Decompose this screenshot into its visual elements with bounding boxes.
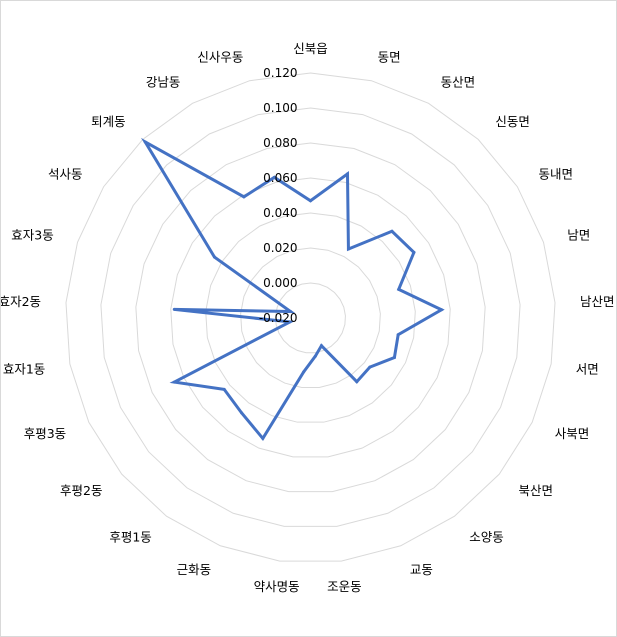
data-point-퇴계동 <box>143 140 147 144</box>
tick-label: 0.080 <box>263 136 297 150</box>
data-point-후평1동 <box>240 411 244 415</box>
category-label: 서면 <box>576 362 599 377</box>
data-point-강남동 <box>242 195 246 199</box>
data-point-신북읍 <box>309 199 312 203</box>
gridline-ring <box>275 282 346 354</box>
category-label: 효자2동 <box>1 294 41 309</box>
category-label: 남산면 <box>580 294 615 309</box>
data-point-소양동 <box>355 380 359 384</box>
gridline-ring <box>205 212 416 423</box>
data-point-동산면 <box>346 247 350 251</box>
category-label: 석사동 <box>48 166 83 181</box>
data-point-동면 <box>345 172 349 176</box>
category-label: 후평2동 <box>60 483 102 498</box>
category-label: 강남동 <box>146 74 181 89</box>
category-label: 동내면 <box>538 166 573 181</box>
category-label: 후평1동 <box>109 529 151 544</box>
data-point-근화동 <box>261 436 265 440</box>
data-point-서면 <box>396 333 400 337</box>
tick-label: 0.040 <box>263 206 297 220</box>
gridlines <box>65 72 556 562</box>
data-point-교동 <box>319 344 323 348</box>
series-layer <box>140 137 445 441</box>
data-point-효자1동 <box>288 320 292 324</box>
tick-label: 0.020 <box>263 241 297 255</box>
tick-label: 0.060 <box>263 171 297 185</box>
category-label: 근화동 <box>177 562 212 577</box>
data-point-석사동 <box>212 255 216 259</box>
data-point-북산면 <box>368 365 372 369</box>
data-point-약사명동 <box>302 370 306 374</box>
category-label: 효자1동 <box>3 362 45 377</box>
category-label: 동면 <box>378 49 401 64</box>
category-label: 후평3동 <box>24 426 66 441</box>
series-line <box>140 137 445 441</box>
category-label: 효자3동 <box>11 228 53 243</box>
category-label: 퇴계동 <box>91 114 126 129</box>
data-point-후평3동 <box>172 380 176 384</box>
tick-label: 0.100 <box>263 101 297 115</box>
gridline-ring <box>65 72 556 562</box>
category-label: 약사명동 <box>254 579 300 594</box>
category-label: 신사우동 <box>197 49 243 64</box>
category-label: 동산면 <box>441 74 476 89</box>
category-label: 남면 <box>567 228 590 243</box>
data-point-신사우동 <box>272 175 276 179</box>
category-label: 북산면 <box>519 483 554 498</box>
data-point-사북면 <box>392 355 396 359</box>
category-label: 신북읍 <box>293 41 328 56</box>
tick-labels: -0.020 0.000 0.020 0.040 0.060 0.080 0.100 0.12… <box>259 66 298 325</box>
category-label: 교동 <box>410 562 433 577</box>
data-point-남면 <box>397 287 401 291</box>
data-point-효자3동 <box>289 310 293 314</box>
data-point-신동면 <box>390 229 394 233</box>
data-point-동내면 <box>412 250 416 254</box>
data-point-조운동 <box>313 354 317 358</box>
gridline-ring <box>170 177 451 458</box>
data-point-효자2동 <box>172 307 176 311</box>
tick-label: -0.020 <box>259 311 298 325</box>
category-label: 조운동 <box>327 579 362 594</box>
category-label: 신동면 <box>495 114 530 129</box>
tick-label: 0.000 <box>263 276 297 290</box>
gridline-ring <box>100 107 521 527</box>
gridline-ring <box>135 142 486 493</box>
category-label: 사북면 <box>555 426 590 441</box>
category-label: 소양동 <box>469 529 504 544</box>
data-point-후평2동 <box>222 387 226 391</box>
tick-label: 0.120 <box>263 66 297 80</box>
data-point-남산면 <box>439 308 443 312</box>
